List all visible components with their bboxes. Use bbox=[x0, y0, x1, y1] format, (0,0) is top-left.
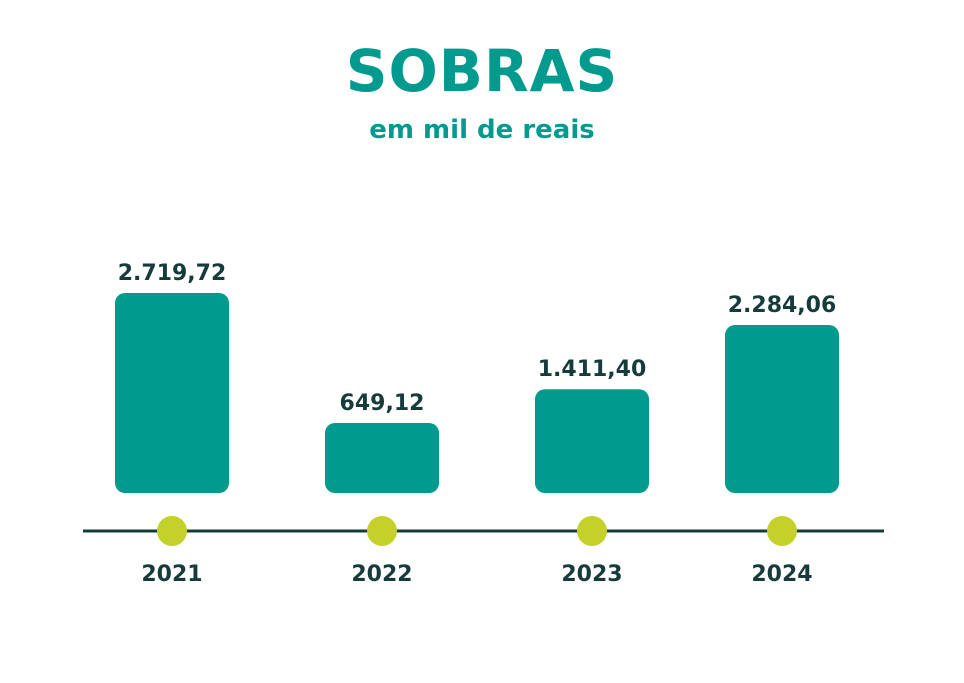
category-label-2024: 2024 bbox=[751, 562, 812, 587]
bar-2023 bbox=[535, 389, 649, 493]
category-label-2023: 2023 bbox=[561, 562, 622, 587]
timeline-marker-2022 bbox=[367, 516, 397, 546]
timeline-marker-2024 bbox=[767, 516, 797, 546]
bar-2024 bbox=[725, 325, 839, 493]
category-label-2021: 2021 bbox=[141, 562, 202, 587]
value-label-2024: 2.284,06 bbox=[728, 293, 837, 318]
timeline-marker-2021 bbox=[157, 516, 187, 546]
chart-title: SOBRAS bbox=[345, 37, 619, 105]
value-label-2023: 1.411,40 bbox=[538, 357, 647, 382]
chart-subtitle: em mil de reais bbox=[369, 115, 595, 145]
bar-2021 bbox=[115, 293, 229, 493]
bar-2022 bbox=[325, 423, 439, 493]
value-label-2022: 649,12 bbox=[340, 391, 425, 416]
category-label-2022: 2022 bbox=[351, 562, 412, 587]
timeline-marker-2023 bbox=[577, 516, 607, 546]
value-label-2021: 2.719,72 bbox=[118, 261, 227, 286]
